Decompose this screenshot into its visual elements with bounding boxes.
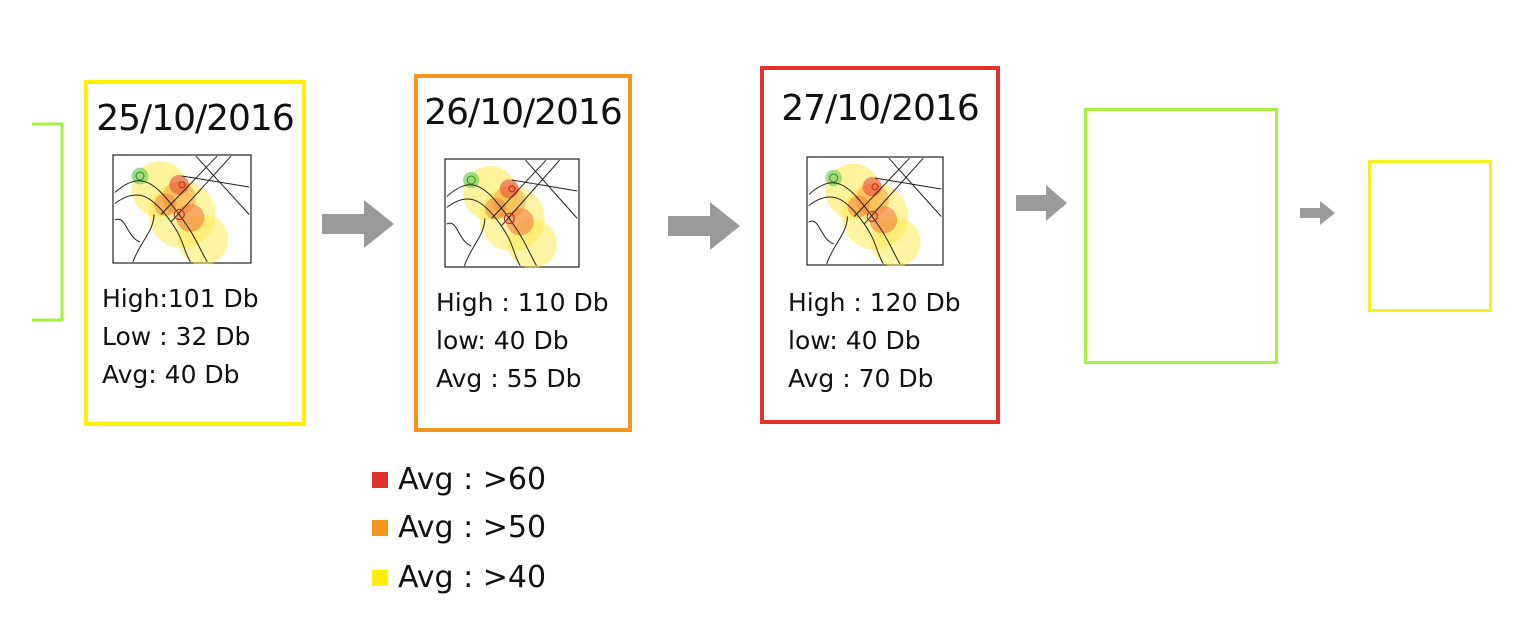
low-value: low: 40 Db <box>788 326 921 355</box>
heatmap-thumbnail <box>444 158 580 268</box>
avg-value: Avg : 55 Db <box>436 364 582 393</box>
avg-value: Avg : 70 Db <box>788 364 934 393</box>
arrow-icon <box>322 200 394 248</box>
heatmap-thumbnail <box>112 154 252 264</box>
legend-label: Avg : >60 <box>398 462 547 497</box>
high-value: High : 120 Db <box>788 288 961 317</box>
legend-item: Avg : >40 <box>372 560 546 595</box>
avg-value: Avg: 40 Db <box>102 360 240 389</box>
legend-label: Avg : >40 <box>398 560 547 595</box>
legend-label: Avg : >50 <box>398 510 547 545</box>
partial-frame-left <box>32 122 64 322</box>
card-date: 27/10/2016 <box>781 88 980 129</box>
card-stats: High:101 Db Low : 32 Db Avg: 40 Db <box>102 280 259 394</box>
day-card-1: 25/10/2016 High:101 Db Low : 32 Db Avg: … <box>84 80 306 426</box>
heatmap-thumbnail <box>806 156 944 266</box>
arrow-icon <box>668 202 740 250</box>
card-date: 25/10/2016 <box>96 98 295 139</box>
legend-swatch-red <box>372 471 388 488</box>
card-date: 26/10/2016 <box>424 92 623 133</box>
legend-swatch-orange <box>372 519 388 536</box>
empty-card-placeholder <box>1084 108 1278 364</box>
card-stats: High : 120 Db low: 40 Db Avg : 70 Db <box>788 284 961 398</box>
day-card-3: 27/10/2016 High : 120 Db low: 40 Db Avg … <box>760 66 1000 424</box>
low-value: low: 40 Db <box>436 326 569 355</box>
low-value: Low : 32 Db <box>102 322 251 351</box>
arrow-icon <box>1016 185 1067 221</box>
day-card-2: 26/10/2016 High : 110 Db low: 40 Db Avg … <box>414 74 632 432</box>
high-value: High : 110 Db <box>436 288 609 317</box>
empty-card-placeholder <box>1368 160 1492 312</box>
legend-item: Avg : >60 <box>372 462 546 497</box>
card-stats: High : 110 Db low: 40 Db Avg : 55 Db <box>436 284 609 398</box>
legend-swatch-yellow <box>372 569 388 586</box>
legend-item: Avg : >50 <box>372 510 546 545</box>
high-value: High:101 Db <box>102 284 259 313</box>
arrow-icon <box>1300 201 1335 225</box>
